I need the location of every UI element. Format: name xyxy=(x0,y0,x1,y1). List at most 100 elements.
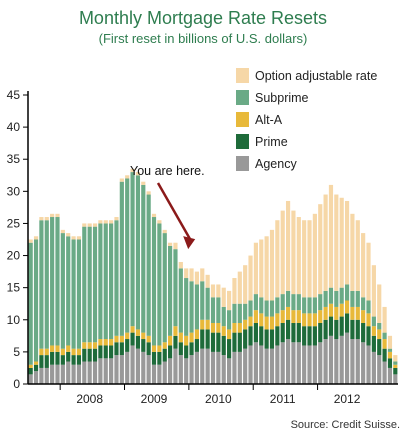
x-tick-label-2009: 2009 xyxy=(141,392,168,406)
bar-prime-62 xyxy=(361,322,366,343)
bar-prime-6 xyxy=(60,355,65,365)
y-tick-label-45: 45 xyxy=(7,88,21,102)
bar-alt-a-0 xyxy=(28,364,33,368)
bar-subprime-16 xyxy=(114,220,119,336)
bar-alt-a-40 xyxy=(243,319,248,330)
bar-subprime-42 xyxy=(253,294,258,311)
legend-swatch-3 xyxy=(236,134,249,149)
bar-subprime-39 xyxy=(237,303,242,323)
bar-agency-23 xyxy=(151,364,157,384)
bar-alt-a-9 xyxy=(76,348,82,356)
bar-subprime-4 xyxy=(50,217,55,346)
bar-option-adjustable-rate-13 xyxy=(98,220,103,224)
bar-prime-45 xyxy=(269,329,275,349)
bar-agency-34 xyxy=(210,351,216,384)
bar-prime-57 xyxy=(334,319,339,340)
bar-prime-10 xyxy=(82,348,87,362)
bar-agency-6 xyxy=(60,364,65,384)
bar-prime-43 xyxy=(259,326,264,346)
annotation-arrow-shaft xyxy=(156,182,193,242)
bar-prime-41 xyxy=(248,326,253,346)
bar-subprime-14 xyxy=(103,223,108,340)
bar-option-adjustable-rate-68 xyxy=(393,355,398,362)
y-tick-label-25: 25 xyxy=(7,216,21,230)
bar-option-adjustable-rate-29 xyxy=(184,268,189,279)
bar-agency-17 xyxy=(119,355,124,384)
bar-prime-2 xyxy=(39,355,44,368)
bar-prime-23 xyxy=(151,351,157,365)
bar-option-adjustable-rate-17 xyxy=(119,178,124,182)
bar-alt-a-1 xyxy=(33,361,39,365)
bar-agency-66 xyxy=(382,361,387,384)
bar-prime-65 xyxy=(377,339,382,356)
bar-alt-a-17 xyxy=(119,335,124,343)
bar-agency-18 xyxy=(125,351,130,384)
bar-agency-43 xyxy=(259,345,264,384)
bar-option-adjustable-rate-54 xyxy=(318,204,323,295)
bar-option-adjustable-rate-35 xyxy=(216,284,221,298)
bar-alt-a-36 xyxy=(221,326,226,336)
bar-option-adjustable-rate-11 xyxy=(87,223,92,227)
legend-label-4: Agency xyxy=(255,157,297,171)
bar-agency-40 xyxy=(243,348,248,384)
bar-alt-a-4 xyxy=(50,345,55,352)
x-tick-label-2008: 2008 xyxy=(76,392,103,406)
bar-option-adjustable-rate-41 xyxy=(248,255,253,301)
bar-option-adjustable-rate-33 xyxy=(205,274,210,288)
bar-prime-36 xyxy=(221,335,226,356)
bar-prime-59 xyxy=(344,313,350,333)
bar-subprime-0 xyxy=(28,242,33,365)
bar-agency-58 xyxy=(339,335,344,384)
bar-prime-25 xyxy=(162,348,167,362)
bar-subprime-24 xyxy=(157,223,162,346)
bar-agency-9 xyxy=(76,364,82,384)
bar-alt-a-39 xyxy=(237,322,242,333)
bar-agency-59 xyxy=(344,332,350,384)
bar-prime-18 xyxy=(125,339,130,352)
bar-option-adjustable-rate-66 xyxy=(382,306,387,333)
bar-agency-29 xyxy=(184,358,189,384)
bar-option-adjustable-rate-9 xyxy=(76,236,82,240)
bar-subprime-27 xyxy=(173,249,178,327)
bar-option-adjustable-rate-47 xyxy=(280,210,285,295)
bar-subprime-32 xyxy=(200,281,205,320)
bar-agency-42 xyxy=(253,342,258,384)
bar-alt-a-14 xyxy=(103,339,108,346)
bar-agency-26 xyxy=(168,358,173,384)
bar-agency-13 xyxy=(98,358,103,384)
bar-agency-7 xyxy=(66,361,71,384)
bar-subprime-58 xyxy=(339,287,344,304)
bar-alt-a-16 xyxy=(114,335,119,343)
bar-agency-21 xyxy=(141,351,146,384)
bar-prime-27 xyxy=(173,335,178,349)
bar-alt-a-23 xyxy=(151,345,157,352)
bar-option-adjustable-rate-51 xyxy=(302,220,307,298)
bar-subprime-45 xyxy=(269,300,275,317)
bar-alt-a-18 xyxy=(125,332,130,340)
bar-subprime-50 xyxy=(296,294,301,311)
bar-alt-a-19 xyxy=(130,326,135,333)
bar-prime-4 xyxy=(50,351,55,365)
bar-option-adjustable-rate-46 xyxy=(275,220,280,298)
bar-prime-60 xyxy=(350,319,355,340)
axes: 0 5 10 15 20 25 30 35 40 45 2008 2009 2010 2011 2012 xyxy=(7,88,398,406)
bar-option-adjustable-rate-26 xyxy=(168,242,173,246)
bar-prime-22 xyxy=(146,342,151,356)
bar-prime-49 xyxy=(291,322,296,343)
bar-agency-38 xyxy=(232,351,237,384)
bar-alt-a-30 xyxy=(189,332,194,343)
bar-alt-a-38 xyxy=(232,322,237,333)
bar-agency-65 xyxy=(377,355,382,384)
bar-prime-53 xyxy=(312,326,317,346)
y-tick-label-15: 15 xyxy=(7,281,21,295)
bar-subprime-52 xyxy=(307,297,312,314)
bar-prime-21 xyxy=(141,339,146,352)
bar-agency-52 xyxy=(307,345,312,384)
bar-agency-49 xyxy=(291,342,296,384)
bar-agency-11 xyxy=(87,361,92,384)
bar-alt-a-58 xyxy=(339,303,344,317)
y-tick-label-30: 30 xyxy=(7,184,21,198)
bar-agency-39 xyxy=(237,351,242,384)
x-tick-label-2011: 2011 xyxy=(270,392,296,406)
bar-agency-47 xyxy=(280,342,285,384)
